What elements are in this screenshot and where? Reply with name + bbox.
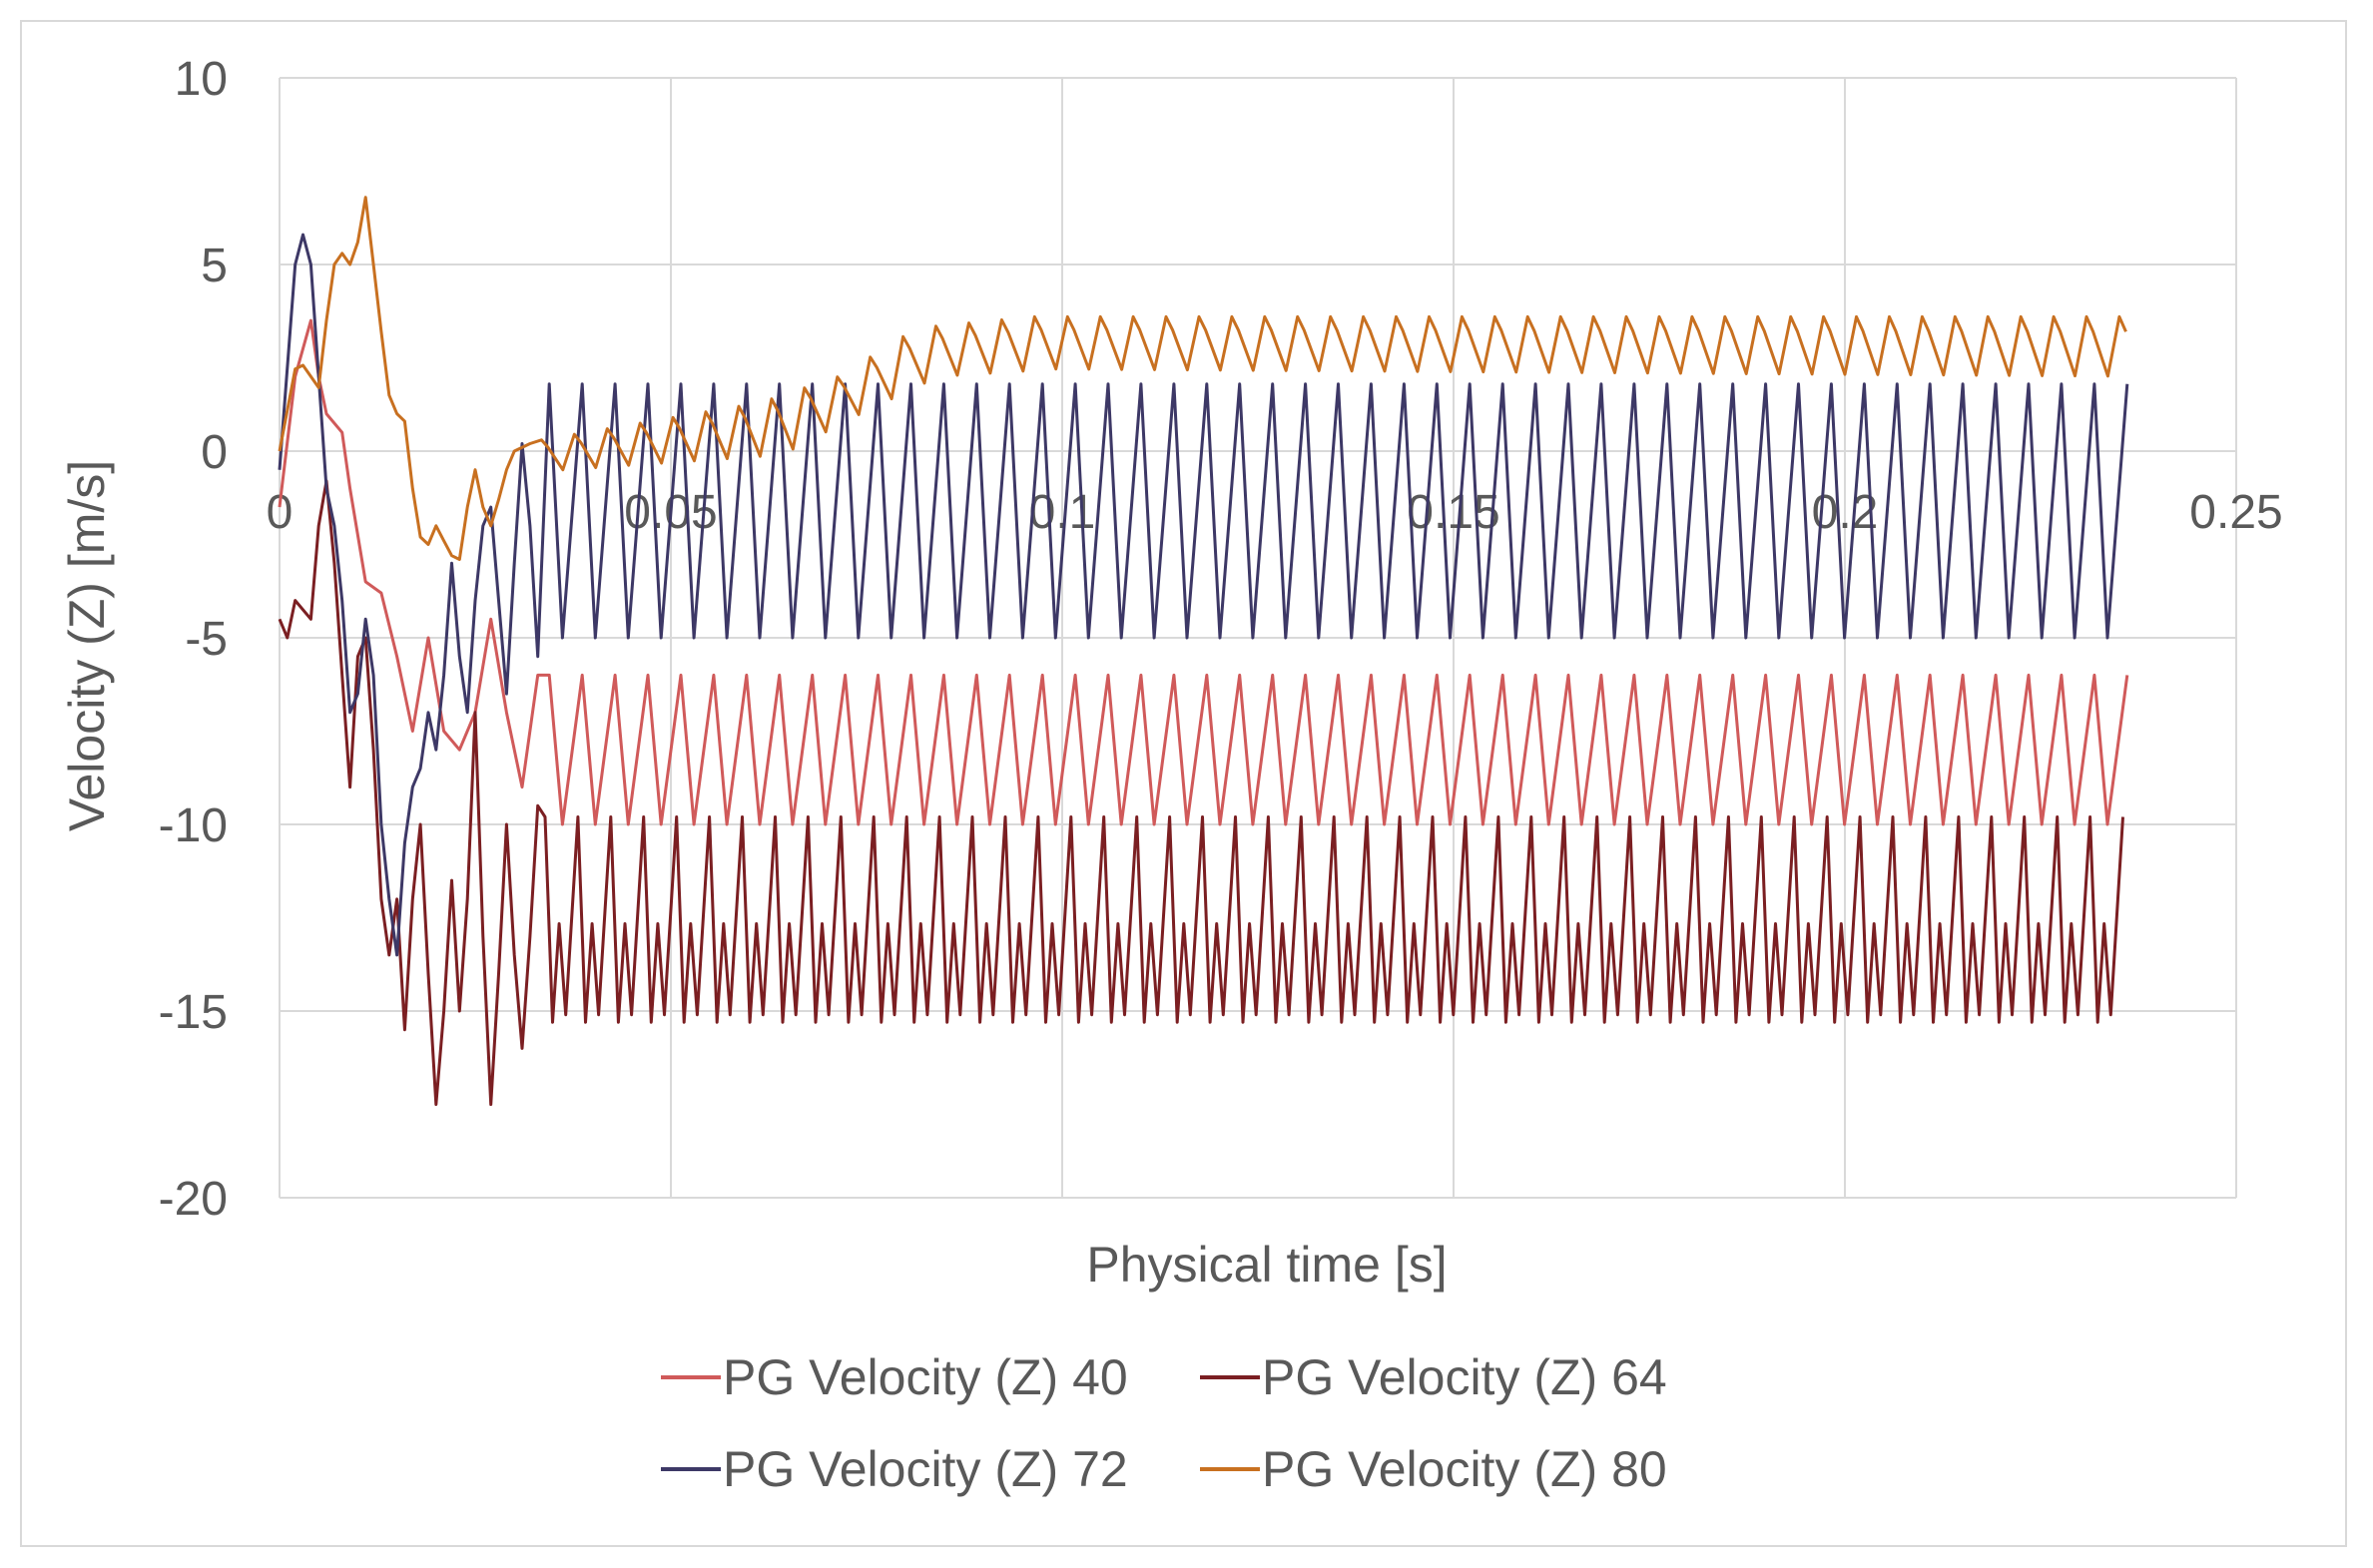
- legend-item-40: PG Velocity (Z) 40: [661, 1349, 1128, 1405]
- y-tick-label: -15: [159, 986, 228, 1039]
- series-line-4: [278, 196, 2127, 561]
- x-tick-label: 0: [267, 486, 294, 539]
- series-line-2: [278, 479, 2124, 1106]
- grid-lines: [279, 77, 2237, 1199]
- series-line-3: [278, 233, 2129, 957]
- y-tick-label: 0: [201, 426, 228, 479]
- y-tick-label: -10: [159, 799, 228, 852]
- legend-item-80: PG Velocity (Z) 80: [1200, 1441, 1667, 1497]
- x-axis-title: Physical time [s]: [1086, 1237, 1447, 1293]
- y-tick-label: -20: [159, 1173, 228, 1226]
- series-line-1: [278, 318, 2129, 826]
- legend: PG Velocity (Z) 40 PG Velocity (Z) 64 PG…: [661, 1349, 1667, 1497]
- series-lines: [278, 196, 2129, 1106]
- y-tick-label: 10: [175, 53, 228, 106]
- y-tick-label: 5: [201, 240, 228, 292]
- x-tick-label: 0.15: [1407, 486, 1499, 539]
- x-tick-label: 0.25: [2189, 486, 2282, 539]
- legend-label-72: PG Velocity (Z) 72: [723, 1441, 1128, 1497]
- y-tick-label: -5: [185, 613, 228, 666]
- chart-frame: 0 0.05 0.1 0.15 0.2 0.25 10 5 0 -5 -10 -15 -20 Velo…: [20, 20, 2347, 1547]
- y-axis-title: Velocity (Z) [m/s]: [59, 460, 115, 831]
- x-tick-labels: 0 0.05 0.1 0.15 0.2 0.25: [267, 486, 2283, 539]
- legend-label-80: PG Velocity (Z) 80: [1262, 1441, 1667, 1497]
- y-tick-labels: 10 5 0 -5 -10 -15 -20: [159, 53, 228, 1226]
- legend-item-72: PG Velocity (Z) 72: [661, 1441, 1128, 1497]
- legend-label-64: PG Velocity (Z) 64: [1262, 1349, 1667, 1405]
- legend-label-40: PG Velocity (Z) 40: [723, 1349, 1128, 1405]
- x-tick-label: 0.1: [1029, 486, 1096, 539]
- legend-item-64: PG Velocity (Z) 64: [1200, 1349, 1667, 1405]
